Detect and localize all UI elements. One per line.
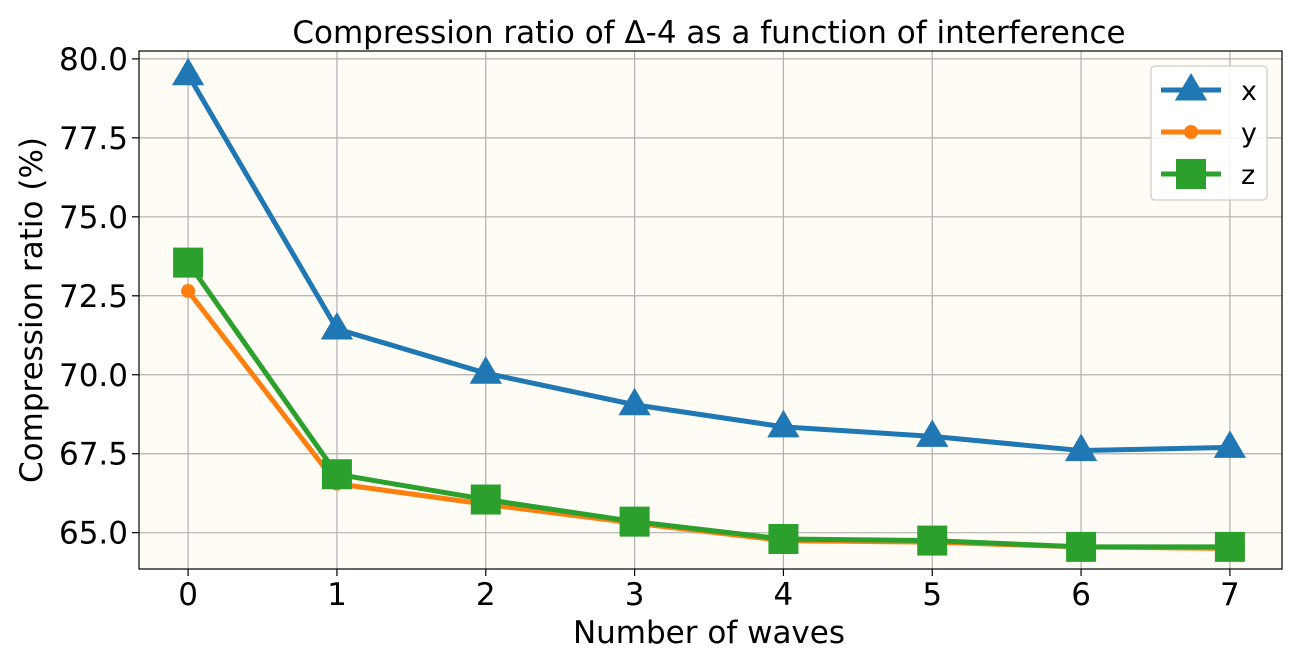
x-tick-label: 0 — [178, 577, 198, 613]
data-point-x — [916, 419, 949, 447]
x-tick-label: 4 — [774, 577, 794, 613]
series-x — [171, 57, 1247, 462]
x-tick-label: 2 — [476, 577, 496, 613]
x-tick-label: 6 — [1071, 577, 1091, 613]
y-tick-label: 75.0 — [59, 200, 128, 236]
plot-area — [139, 51, 1282, 569]
axis-ticks: 0 1 2 3 4 5 6 7 65.0 67.5 70.0 72.5 75.0 77.5 80.0 — [59, 42, 1240, 613]
y-tick-label: 65.0 — [59, 516, 128, 552]
legend-marker — [1176, 159, 1206, 189]
data-point-x — [767, 409, 800, 438]
legend-label: z — [1241, 160, 1255, 191]
x-tick-label: 5 — [922, 577, 942, 613]
legend-label: y — [1241, 118, 1257, 149]
data-point-x — [1064, 433, 1098, 462]
data-point-x — [1213, 430, 1247, 458]
y-tick-label: 80.0 — [59, 42, 128, 78]
legend-marker — [1184, 125, 1198, 139]
data-point-x — [469, 356, 502, 384]
data-point-z — [470, 484, 501, 515]
legend-item-z: z — [1161, 159, 1255, 191]
series-line-z — [186, 261, 1230, 550]
series-z — [173, 247, 1245, 562]
legend-marker — [1174, 73, 1208, 101]
data-point-x — [618, 387, 651, 416]
chart-title: Compression ratio of Δ-4 as a function o… — [292, 15, 1125, 51]
legend-label: x — [1241, 76, 1257, 107]
legend-item-y: y — [1161, 118, 1257, 149]
data-point-x — [171, 57, 205, 86]
data-point-z — [1066, 531, 1097, 562]
y-axis-label: Compression ratio (%) — [14, 137, 50, 483]
y-tick-label: 77.5 — [59, 121, 128, 157]
legend-item-x: x — [1161, 73, 1257, 107]
data-point-z — [768, 523, 799, 554]
y-tick-label: 67.5 — [59, 437, 128, 473]
plot-frame — [138, 50, 1283, 570]
data-point-z — [1214, 531, 1245, 562]
data-point-z — [619, 506, 650, 537]
data-point-y — [181, 284, 196, 299]
data-point-x — [320, 311, 354, 340]
y-tick-label: 72.5 — [59, 279, 128, 315]
x-tick-label: 3 — [625, 577, 645, 613]
data-point-z — [917, 525, 948, 556]
x-tick-label: 1 — [327, 577, 347, 613]
legend: xyz — [1150, 65, 1268, 201]
series-layer — [171, 57, 1247, 562]
data-point-z — [321, 459, 352, 490]
data-point-z — [173, 247, 204, 278]
x-tick-label: 7 — [1220, 577, 1240, 613]
series-line-x — [185, 73, 1230, 454]
x-axis-label: Number of waves — [573, 615, 845, 651]
y-tick-label: 70.0 — [59, 358, 128, 394]
